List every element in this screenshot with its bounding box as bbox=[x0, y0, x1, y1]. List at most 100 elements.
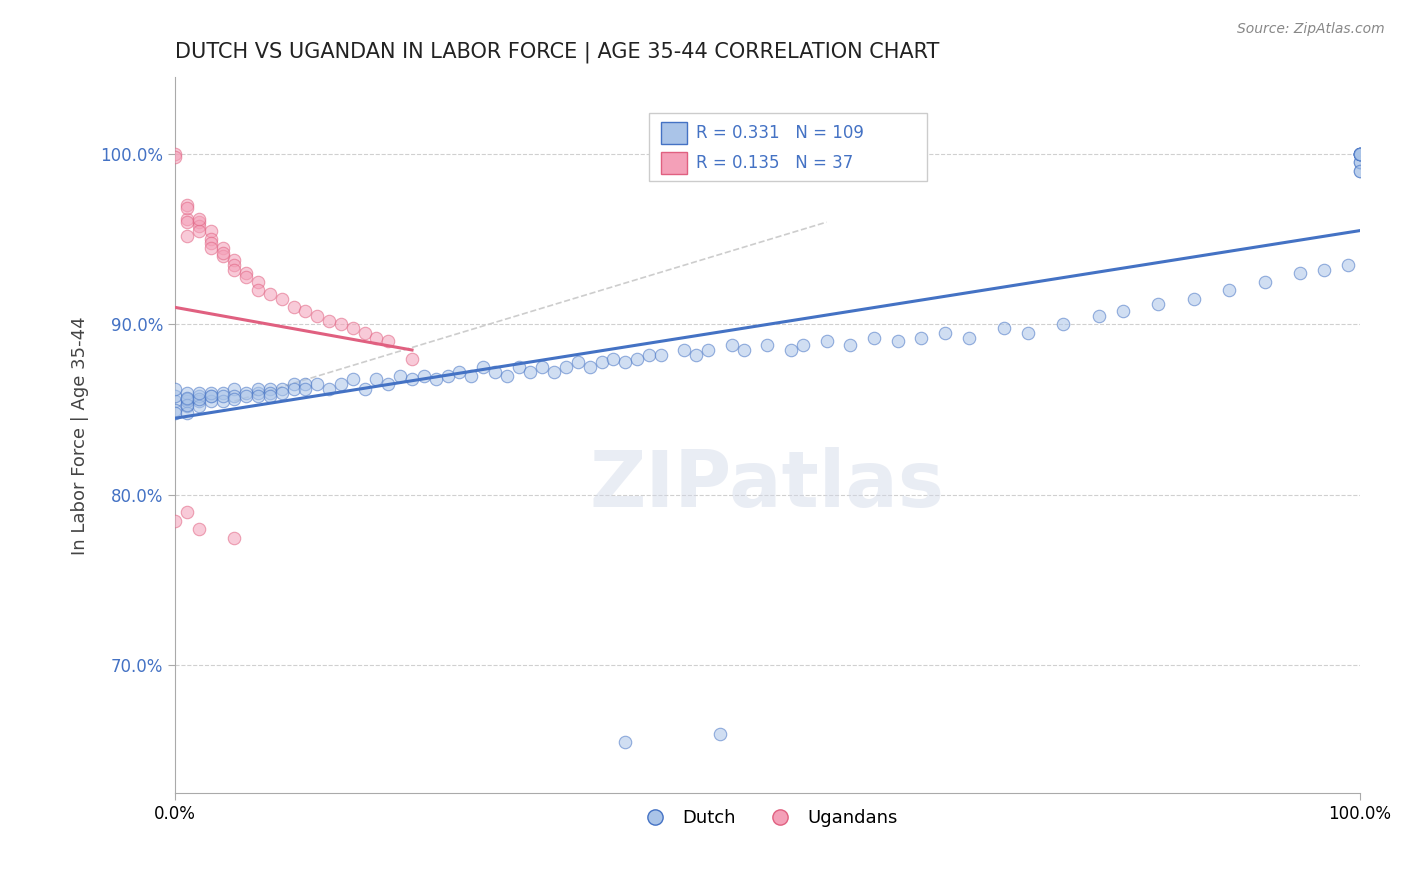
Point bbox=[259, 385, 281, 400]
Text: R = 0.331   N = 109: R = 0.331 N = 109 bbox=[696, 124, 865, 142]
Point bbox=[401, 351, 423, 366]
Point bbox=[270, 385, 292, 400]
Point bbox=[187, 522, 209, 536]
Point bbox=[792, 338, 814, 352]
Point bbox=[307, 309, 329, 323]
Point bbox=[235, 269, 257, 284]
Point bbox=[211, 389, 233, 403]
Point bbox=[1348, 147, 1371, 161]
Point bbox=[176, 385, 198, 400]
Point bbox=[224, 382, 246, 396]
Y-axis label: In Labor Force | Age 35-44: In Labor Force | Age 35-44 bbox=[72, 316, 89, 555]
Point bbox=[519, 365, 541, 379]
Point bbox=[187, 392, 209, 407]
Point bbox=[176, 398, 198, 412]
Point bbox=[353, 382, 375, 396]
Point bbox=[436, 368, 458, 383]
Point bbox=[1348, 147, 1371, 161]
Point bbox=[673, 343, 696, 357]
Point bbox=[602, 351, 624, 366]
Point bbox=[176, 215, 198, 229]
Point bbox=[342, 372, 364, 386]
Bar bbox=[661, 153, 686, 174]
Point bbox=[578, 360, 600, 375]
Point bbox=[200, 232, 222, 246]
Point bbox=[294, 382, 316, 396]
Point bbox=[165, 147, 187, 161]
Point bbox=[910, 331, 932, 345]
Point bbox=[187, 219, 209, 233]
Point bbox=[176, 198, 198, 212]
Text: ZIPatlas: ZIPatlas bbox=[591, 448, 945, 524]
Point bbox=[259, 389, 281, 403]
Point bbox=[211, 385, 233, 400]
Point bbox=[389, 368, 412, 383]
Point bbox=[1348, 155, 1371, 169]
Point bbox=[307, 377, 329, 392]
Point bbox=[330, 318, 353, 332]
Point bbox=[165, 382, 187, 396]
Point bbox=[720, 338, 742, 352]
Point bbox=[270, 382, 292, 396]
Point bbox=[366, 331, 388, 345]
Point bbox=[318, 314, 340, 328]
Point bbox=[176, 211, 198, 226]
Point bbox=[187, 211, 209, 226]
Point bbox=[780, 343, 803, 357]
Point bbox=[993, 321, 1015, 335]
Point bbox=[460, 368, 482, 383]
Point bbox=[591, 355, 613, 369]
Point bbox=[1088, 309, 1111, 323]
Point bbox=[200, 224, 222, 238]
Point bbox=[1337, 258, 1360, 272]
Point bbox=[614, 735, 637, 749]
Point bbox=[1348, 147, 1371, 161]
Point bbox=[886, 334, 908, 349]
Point bbox=[211, 245, 233, 260]
Point bbox=[165, 394, 187, 409]
Point bbox=[733, 343, 755, 357]
Point bbox=[543, 365, 565, 379]
Point bbox=[187, 399, 209, 413]
Point bbox=[1313, 263, 1336, 277]
Point bbox=[934, 326, 956, 340]
Point bbox=[211, 241, 233, 255]
Point bbox=[449, 365, 471, 379]
Point bbox=[1289, 266, 1312, 280]
Point bbox=[957, 331, 980, 345]
Point bbox=[353, 326, 375, 340]
Point bbox=[1348, 147, 1371, 161]
Point bbox=[224, 531, 246, 545]
Point bbox=[709, 727, 731, 741]
Point bbox=[318, 382, 340, 396]
Point bbox=[224, 263, 246, 277]
Point bbox=[235, 266, 257, 280]
Text: Source: ZipAtlas.com: Source: ZipAtlas.com bbox=[1237, 22, 1385, 37]
Point bbox=[555, 360, 578, 375]
Point bbox=[247, 389, 270, 403]
Point bbox=[815, 334, 838, 349]
Point bbox=[176, 228, 198, 243]
Point bbox=[165, 406, 187, 420]
Point bbox=[176, 392, 198, 407]
Point bbox=[377, 377, 399, 392]
Point bbox=[495, 368, 517, 383]
Point bbox=[283, 377, 305, 392]
Point bbox=[401, 372, 423, 386]
Point bbox=[247, 382, 270, 396]
Point bbox=[1052, 318, 1074, 332]
Point bbox=[412, 368, 434, 383]
Point bbox=[1348, 147, 1371, 161]
Point bbox=[187, 394, 209, 409]
Point bbox=[270, 292, 292, 306]
Point bbox=[1348, 164, 1371, 178]
Point bbox=[567, 355, 589, 369]
Point bbox=[294, 303, 316, 318]
FancyBboxPatch shape bbox=[650, 113, 927, 181]
Point bbox=[200, 385, 222, 400]
Point bbox=[165, 389, 187, 403]
Point bbox=[377, 334, 399, 349]
Point bbox=[342, 321, 364, 335]
Point bbox=[176, 505, 198, 519]
Point bbox=[626, 351, 648, 366]
